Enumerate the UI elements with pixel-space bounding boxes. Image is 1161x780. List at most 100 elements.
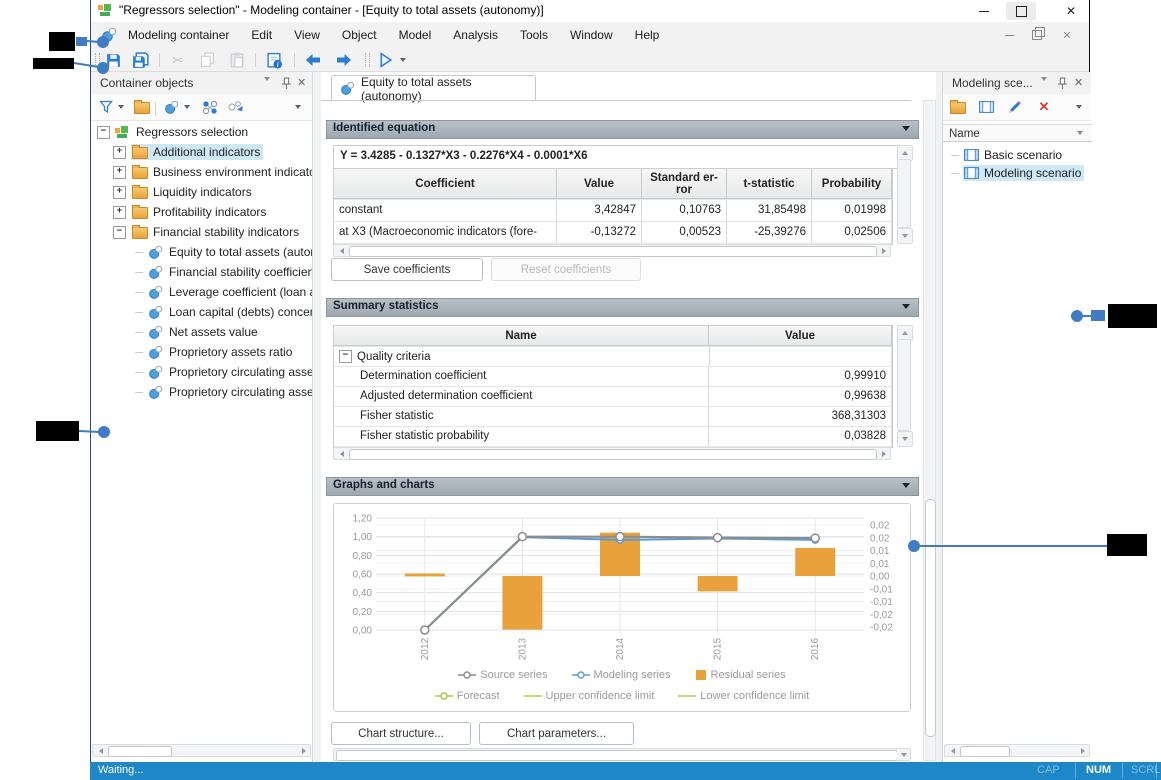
collapse-icon[interactable] xyxy=(902,483,910,488)
horizontal-scrollbar[interactable] xyxy=(333,748,911,761)
scroll-down-icon[interactable] xyxy=(897,228,913,244)
save-all-icon[interactable] xyxy=(130,51,150,69)
section-summary-statistics[interactable]: Summary statistics xyxy=(326,298,919,317)
flow-icon[interactable] xyxy=(227,98,245,116)
pin-icon[interactable] xyxy=(1057,77,1068,90)
overflow-dropdown-icon[interactable] xyxy=(293,98,303,116)
scroll-left-icon[interactable] xyxy=(94,746,107,756)
tree-item-proprietory-circulating-assets[interactable]: Proprietory circulating assets xyxy=(91,362,312,382)
tree-item-financial-stability-coefficient[interactable]: Financial stability coefficient xyxy=(91,262,312,282)
scroll-right-icon[interactable] xyxy=(297,746,310,756)
tree-item-financial-stability-indicators[interactable]: −Financial stability indicators xyxy=(91,222,312,242)
scroll-right-icon[interactable] xyxy=(1076,746,1089,756)
menu-model[interactable]: Model xyxy=(388,22,443,48)
relations-icon[interactable] xyxy=(201,98,219,116)
report-info-icon[interactable]: i xyxy=(264,51,284,69)
column-header[interactable]: Standard er-ror xyxy=(642,169,727,199)
collapse-icon[interactable]: − xyxy=(339,350,352,363)
save-coefficients-button[interactable]: Save coefficients xyxy=(331,258,483,281)
folder-icon[interactable] xyxy=(133,98,151,116)
menu-window[interactable]: Window xyxy=(559,22,624,48)
menu-analysis[interactable]: Analysis xyxy=(442,22,509,48)
menu-view[interactable]: View xyxy=(283,22,331,48)
toolbar-grip[interactable] xyxy=(365,53,370,67)
minimize-button[interactable] xyxy=(969,2,999,20)
legend-item[interactable]: Forecast xyxy=(435,690,500,702)
panel-close-icon[interactable]: ✕ xyxy=(297,76,306,89)
legend-item[interactable]: Modeling series xyxy=(572,669,671,681)
menu-help[interactable]: Help xyxy=(624,22,671,48)
legend-item[interactable]: Residual series xyxy=(695,669,786,681)
collapse-icon[interactable] xyxy=(902,126,910,131)
forward-icon[interactable] xyxy=(334,51,354,69)
scrollbar-thumb[interactable] xyxy=(108,746,172,757)
back-icon[interactable] xyxy=(303,51,323,69)
tree-item-liquidity-indicators[interactable]: +Liquidity indicators xyxy=(91,182,312,202)
run-icon[interactable] xyxy=(375,51,395,69)
column-header[interactable]: Probability xyxy=(812,169,892,199)
chart-parameters-button[interactable]: Chart parameters... xyxy=(479,722,634,745)
summary-statistics-table[interactable]: NameValue−Quality criteriaDetermination … xyxy=(333,325,893,448)
scroll-down-icon[interactable] xyxy=(897,431,913,447)
collapse-icon[interactable]: − xyxy=(97,126,110,139)
scenario-icon[interactable] xyxy=(977,98,995,116)
horizontal-scrollbar[interactable] xyxy=(333,244,891,257)
table-row[interactable]: Fisher statistic probability0,03828 xyxy=(334,427,892,447)
pin-icon[interactable] xyxy=(281,77,292,90)
table-row[interactable]: Fisher statistic368,31303 xyxy=(334,407,892,427)
scrollbar-thumb[interactable] xyxy=(960,746,1010,757)
column-header[interactable]: Value xyxy=(709,326,892,346)
scroll-right-icon[interactable] xyxy=(877,449,890,459)
scroll-left-icon[interactable] xyxy=(335,449,348,459)
collapse-icon[interactable] xyxy=(902,304,910,309)
panel-close-icon[interactable]: ✕ xyxy=(1074,76,1083,89)
collapse-icon[interactable]: − xyxy=(113,226,126,239)
scroll-right-icon[interactable] xyxy=(877,246,890,256)
scrollbar-thumb[interactable] xyxy=(349,449,877,460)
menu-edit[interactable]: Edit xyxy=(240,22,283,48)
run-dropdown-icon[interactable] xyxy=(397,51,409,69)
vertical-scrollbar[interactable] xyxy=(897,339,911,431)
column-header[interactable]: Coefficient xyxy=(334,169,557,199)
vertical-scrollbar[interactable] xyxy=(923,100,936,761)
expand-icon[interactable]: + xyxy=(113,166,126,179)
delete-icon[interactable]: ✕ xyxy=(1035,98,1053,116)
menu-modeling-container[interactable]: Modeling container xyxy=(117,22,240,48)
table-row[interactable]: Determination coefficient0,99910 xyxy=(334,367,892,387)
close-button[interactable]: ✕ xyxy=(1056,2,1086,20)
edit-pencil-icon[interactable] xyxy=(1005,98,1023,116)
scroll-left-icon[interactable] xyxy=(946,746,959,756)
menu-object[interactable]: Object xyxy=(331,22,388,48)
scrollbar-thumb[interactable] xyxy=(336,750,898,761)
mdi-close-icon[interactable]: ✕ xyxy=(1054,26,1080,44)
column-header[interactable]: Value xyxy=(557,169,642,199)
menu-tools[interactable]: Tools xyxy=(509,22,559,48)
legend-item[interactable]: Source series xyxy=(458,669,547,681)
tree-item-profitability-indicators[interactable]: +Profitability indicators xyxy=(91,202,312,222)
horizontal-scrollbar[interactable] xyxy=(92,744,311,757)
table-row[interactable]: at X3 (Macroeconomic indicators (fore--0… xyxy=(334,222,892,244)
name-column-header[interactable]: Name xyxy=(943,124,1092,142)
scrollbar-thumb[interactable] xyxy=(925,499,936,737)
column-header[interactable]: t-statistic xyxy=(727,169,812,199)
chart-structure-button[interactable]: Chart structure... xyxy=(331,722,471,745)
folder-icon[interactable] xyxy=(949,98,967,116)
expand-icon[interactable]: + xyxy=(113,146,126,159)
maximize-button[interactable] xyxy=(1006,2,1036,20)
tree-item-root[interactable]: −Regressors selection xyxy=(91,122,312,142)
section-graphs-and-charts[interactable]: Graphs and charts xyxy=(326,477,919,496)
overflow-dropdown-icon[interactable] xyxy=(1074,98,1084,116)
tab-equity-to-total-assets[interactable]: Equity to total assets (autonomy) xyxy=(331,75,536,101)
mdi-minimize-icon[interactable] xyxy=(996,26,1022,44)
scenario-item-basic-scenario[interactable]: Basic scenario xyxy=(943,146,1092,164)
column-header[interactable]: Name xyxy=(334,326,709,346)
filter-icon[interactable] xyxy=(97,98,115,116)
tree-item-loan-capital-debts-concentra[interactable]: Loan capital (debts) concentra xyxy=(91,302,312,322)
expand-icon[interactable]: + xyxy=(113,206,126,219)
tree-item-proprietory-assets-ratio[interactable]: Proprietory assets ratio xyxy=(91,342,312,362)
save-icon[interactable] xyxy=(103,51,123,69)
expand-icon[interactable]: + xyxy=(113,186,126,199)
tree-item-business-environment-indicators[interactable]: +Business environment indicators xyxy=(91,162,312,182)
scroll-left-icon[interactable] xyxy=(335,246,348,256)
toolbar-grip[interactable] xyxy=(95,53,100,67)
